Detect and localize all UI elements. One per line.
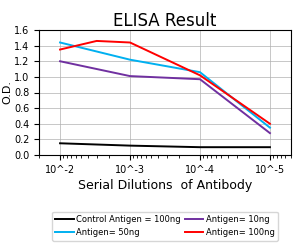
Control Antigen = 100ng xyxy=(58,142,62,145)
Line: Antigen= 50ng: Antigen= 50ng xyxy=(60,42,270,128)
Antigen= 100ng xyxy=(128,41,132,44)
Antigen= 10ng xyxy=(268,132,272,134)
Y-axis label: O.D.: O.D. xyxy=(2,80,13,104)
Line: Antigen= 10ng: Antigen= 10ng xyxy=(60,61,270,133)
Antigen= 50ng xyxy=(58,41,62,44)
Antigen= 50ng xyxy=(128,58,132,61)
Antigen= 100ng xyxy=(95,40,98,42)
Antigen= 100ng xyxy=(268,122,272,125)
X-axis label: Serial Dilutions  of Antibody: Serial Dilutions of Antibody xyxy=(78,179,252,192)
Antigen= 100ng xyxy=(58,48,62,51)
Line: Control Antigen = 100ng: Control Antigen = 100ng xyxy=(60,143,270,147)
Antigen= 10ng xyxy=(58,60,62,63)
Line: Antigen= 100ng: Antigen= 100ng xyxy=(60,41,270,124)
Antigen= 50ng xyxy=(198,71,202,74)
Title: ELISA Result: ELISA Result xyxy=(113,12,217,30)
Control Antigen = 100ng xyxy=(128,144,132,147)
Control Antigen = 100ng xyxy=(268,146,272,149)
Antigen= 100ng xyxy=(198,74,202,77)
Antigen= 50ng xyxy=(268,126,272,129)
Antigen= 10ng xyxy=(198,78,202,81)
Control Antigen = 100ng xyxy=(198,146,202,149)
Antigen= 10ng xyxy=(128,74,132,78)
Legend: Control Antigen = 100ng, Antigen= 50ng, Antigen= 10ng, Antigen= 100ng: Control Antigen = 100ng, Antigen= 50ng, … xyxy=(52,212,278,240)
